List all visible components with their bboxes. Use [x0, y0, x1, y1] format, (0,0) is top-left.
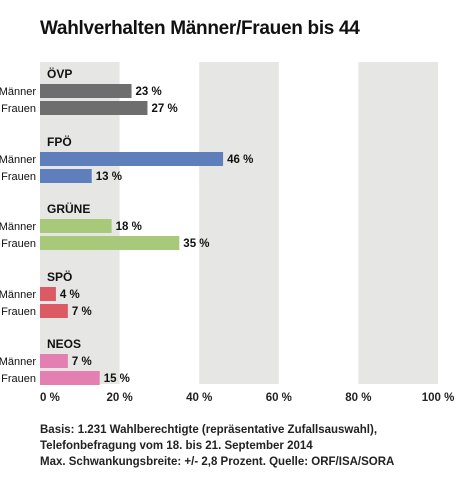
x-tick-label: 80 %	[345, 392, 371, 404]
bar-value-label: 7 %	[72, 306, 92, 318]
gender-label: Männer	[0, 86, 36, 98]
bar-value-label: 27 %	[151, 103, 177, 115]
x-tick-label: 20 %	[106, 392, 132, 404]
gender-label: Männer	[0, 221, 36, 233]
gender-label: Frauen	[1, 238, 36, 250]
chart-title: Wahlverhalten Männer/Frauen bis 44	[40, 18, 360, 39]
gender-label: Frauen	[1, 373, 36, 385]
footnote-line-2: Telefonbefragung vom 18. bis 21. Septemb…	[40, 440, 313, 452]
bar	[40, 169, 92, 183]
gender-label: Männer	[0, 356, 36, 368]
bar	[40, 287, 56, 301]
x-tick-label: 40 %	[186, 392, 212, 404]
bar-value-label: 23 %	[136, 86, 162, 98]
bar	[40, 354, 68, 368]
bar	[40, 219, 112, 233]
bar	[40, 371, 100, 385]
bar-value-label: 35 %	[183, 238, 209, 250]
bar-chart: 0 % 20 % 40 % 60 % 80 % 100 % ÖVP Männer 23 % Fra…	[0, 62, 455, 404]
party-label: ÖVP	[47, 66, 72, 81]
gender-label: Männer	[0, 289, 36, 301]
bar	[40, 84, 132, 98]
x-tick-label: 100 %	[422, 392, 455, 404]
footnote-line-3: Max. Schwankungsbreite: +/- 2,8 Prozent.…	[40, 456, 395, 468]
party-label: GRÜNE	[47, 201, 90, 216]
footnote-line-1: Basis: 1.231 Wahlberechtigte (repräsenta…	[40, 424, 378, 436]
grid-band-1	[199, 62, 279, 384]
bar	[40, 236, 180, 250]
bar	[40, 304, 68, 318]
party-label: NEOS	[47, 337, 81, 351]
bar-value-label: 13 %	[96, 171, 122, 183]
gender-label: Frauen	[1, 306, 36, 318]
chart-footnote: Basis: 1.231 Wahlberechtigte (repräsenta…	[40, 422, 394, 470]
party-label: FPÖ	[47, 134, 72, 149]
gender-label: Frauen	[1, 103, 36, 115]
bar	[40, 152, 224, 166]
bar-value-label: 46 %	[227, 154, 253, 166]
gender-label: Männer	[0, 154, 36, 166]
bar-value-label: 18 %	[116, 221, 142, 233]
bar-value-label: 4 %	[60, 289, 80, 301]
gender-label: Frauen	[1, 171, 36, 183]
x-tick-label: 0 %	[40, 392, 60, 404]
bar-value-label: 7 %	[72, 356, 92, 368]
grid-band-2	[358, 62, 438, 384]
bar-value-label: 15 %	[104, 373, 130, 385]
x-tick-label: 60 %	[266, 392, 292, 404]
party-label: SPÖ	[47, 269, 72, 284]
bar	[40, 101, 148, 115]
